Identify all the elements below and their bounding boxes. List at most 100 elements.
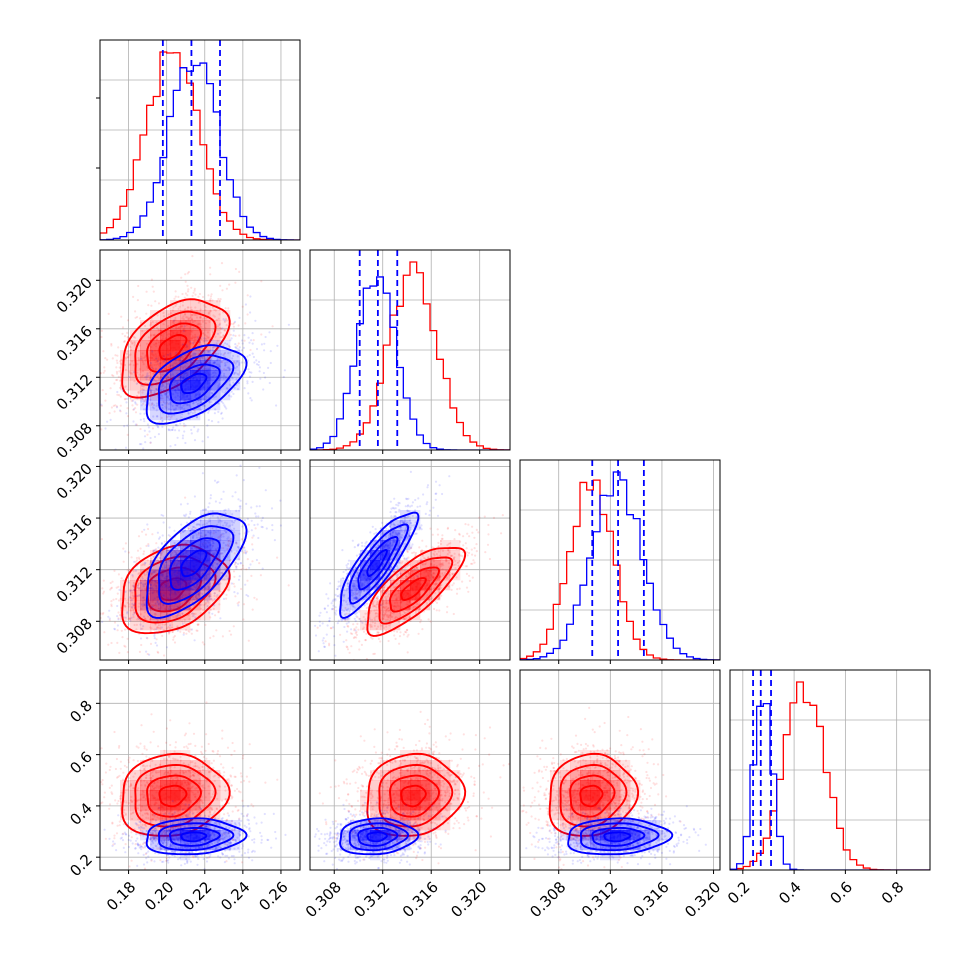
scatter-point xyxy=(462,544,464,546)
panel-2-1 xyxy=(298,448,510,689)
scatter-point xyxy=(267,367,269,369)
scatter-point xyxy=(243,334,245,336)
density-cell xyxy=(200,320,210,330)
scatter-point xyxy=(134,595,136,597)
scatter-point xyxy=(235,268,237,270)
scatter-point xyxy=(145,651,147,653)
scatter-point xyxy=(240,568,242,570)
density-cell xyxy=(170,340,180,350)
scatter-point xyxy=(399,635,401,637)
scatter-point xyxy=(388,640,390,642)
scatter-point xyxy=(241,339,243,341)
scatter-point xyxy=(236,474,238,476)
scatter-point xyxy=(472,577,474,579)
scatter-point xyxy=(219,617,221,619)
scatter-point xyxy=(181,293,183,295)
scatter-point xyxy=(101,538,103,540)
scatter-point xyxy=(472,559,474,561)
scatter-point xyxy=(429,528,431,530)
scatter-point xyxy=(371,638,373,640)
scatter-point xyxy=(269,382,271,384)
scatter-point xyxy=(250,339,252,341)
density-cell xyxy=(210,390,220,400)
scatter-point xyxy=(173,298,175,300)
scatter-point xyxy=(175,352,177,354)
scatter-point xyxy=(231,391,233,393)
scatter-point xyxy=(237,592,239,594)
scatter-point xyxy=(212,635,214,637)
scatter-point xyxy=(211,293,213,295)
scatter-point xyxy=(164,367,166,369)
scatter-point xyxy=(421,540,423,542)
scatter-point xyxy=(238,324,240,326)
scatter-point xyxy=(116,360,118,362)
scatter-point xyxy=(82,411,84,413)
scatter-point xyxy=(166,646,168,648)
scatter-point xyxy=(247,294,249,296)
scatter-point xyxy=(179,614,181,616)
scatter-point xyxy=(261,520,263,522)
scatter-point xyxy=(466,533,468,535)
density-cell xyxy=(150,410,160,420)
density-cell xyxy=(200,540,210,550)
scatter-point xyxy=(143,550,145,552)
scatter-point xyxy=(251,399,253,401)
scatter-point xyxy=(243,479,245,481)
scatter-point xyxy=(155,358,157,360)
scatter-point xyxy=(158,433,160,435)
scatter-point xyxy=(126,425,128,427)
density-cell xyxy=(160,580,170,590)
scatter-point xyxy=(158,378,160,380)
scatter-point xyxy=(125,447,127,449)
scatter-point xyxy=(133,561,135,563)
scatter-point xyxy=(187,503,189,505)
scatter-point xyxy=(117,618,119,620)
scatter-point xyxy=(143,418,145,420)
scatter-point xyxy=(366,607,368,609)
scatter-point xyxy=(253,339,255,341)
scatter-point xyxy=(245,594,247,596)
histogram-blue xyxy=(100,63,300,240)
scatter-point xyxy=(238,271,240,273)
scatter-point xyxy=(252,353,254,355)
scatter-point xyxy=(111,406,113,408)
scatter-point xyxy=(261,343,263,345)
scatter-point xyxy=(252,343,254,345)
scatter-point xyxy=(437,534,439,536)
scatter-point xyxy=(459,588,461,590)
scatter-point xyxy=(156,376,158,378)
scatter-point xyxy=(151,350,153,352)
scatter-point xyxy=(211,613,213,615)
scatter-point xyxy=(110,343,112,345)
scatter-point xyxy=(135,570,137,572)
scatter-point xyxy=(96,362,98,364)
scatter-point xyxy=(442,538,444,540)
scatter-point xyxy=(256,363,258,365)
scatter-point xyxy=(133,586,135,588)
scatter-point xyxy=(194,294,196,296)
scatter-point xyxy=(466,551,468,553)
scatter-point xyxy=(103,366,105,368)
scatter-point xyxy=(113,570,115,572)
scatter-point xyxy=(155,628,157,630)
scatter-point xyxy=(346,646,348,648)
scatter-point xyxy=(104,427,106,429)
scatter-point xyxy=(124,335,126,337)
scatter-point xyxy=(96,419,98,421)
scatter-point xyxy=(259,366,261,368)
scatter-point xyxy=(466,573,468,575)
scatter-point xyxy=(214,592,216,594)
scatter-point xyxy=(199,293,201,295)
scatter-point xyxy=(216,594,218,596)
scatter-point xyxy=(109,588,111,590)
scatter-point xyxy=(248,567,250,569)
scatter-point xyxy=(460,555,462,557)
scatter-point xyxy=(197,339,199,341)
scatter-point xyxy=(467,524,469,526)
scatter-point xyxy=(247,531,249,533)
scatter-point xyxy=(192,342,194,344)
scatter-point xyxy=(469,580,471,582)
scatter-point xyxy=(142,447,144,449)
scatter-point xyxy=(131,574,133,576)
scatter-point xyxy=(129,397,131,399)
